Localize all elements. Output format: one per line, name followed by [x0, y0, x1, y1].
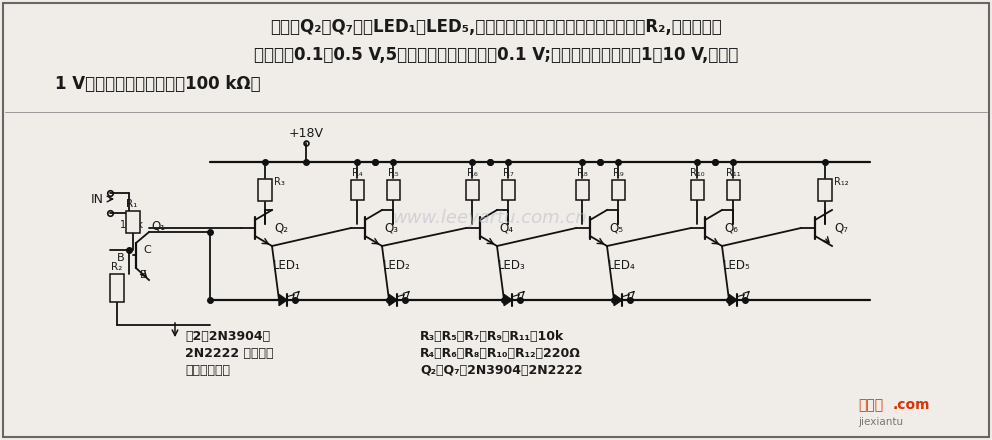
Text: E: E [140, 270, 147, 280]
Text: Q₆: Q₆ [724, 221, 738, 235]
Text: R₈: R₈ [576, 168, 587, 178]
Bar [502, 180, 515, 200]
Text: Q₂: Q₂ [274, 221, 288, 235]
Text: 小范围为0.1～0.5 V,5个发光二极管的增量为0.1 V;电压变化最大范围为1～10 V,增量为: 小范围为0.1～0.5 V,5个发光二极管的增量为0.1 V;电压变化最大范围为… [254, 46, 738, 64]
Text: R₁₁: R₁₁ [726, 168, 740, 178]
Text: LED₄: LED₄ [608, 259, 636, 272]
Text: LED₂: LED₂ [383, 259, 411, 272]
Text: jiexiantu: jiexiantu [858, 417, 903, 427]
Bar [387, 180, 400, 200]
Text: LED₁: LED₁ [273, 259, 301, 272]
Bar [465, 180, 478, 200]
Text: Q₄: Q₄ [499, 221, 513, 235]
Text: B: B [117, 253, 125, 263]
Bar [611, 180, 625, 200]
Text: 达林顿晶体管: 达林顿晶体管 [185, 364, 230, 377]
Text: LED₅: LED₅ [723, 259, 751, 272]
Text: R₃: R₃ [274, 177, 285, 187]
Bar [575, 180, 588, 200]
Text: 用2个2N3904或: 用2个2N3904或 [185, 330, 270, 343]
Text: IN: IN [90, 193, 103, 205]
Bar [126, 211, 140, 233]
Text: R₁: R₁ [126, 199, 138, 209]
Text: R₁₀: R₁₀ [689, 168, 704, 178]
Text: Q₇: Q₇ [834, 221, 848, 235]
Polygon shape [389, 294, 397, 306]
Text: Q₅: Q₅ [609, 221, 623, 235]
Text: Q₃: Q₃ [384, 221, 398, 235]
Text: 1M: 1M [110, 285, 124, 295]
Text: LED₃: LED₃ [498, 259, 526, 272]
Text: R₁₂: R₁₂ [834, 177, 848, 187]
Polygon shape [504, 294, 512, 306]
Text: 捷线圈: 捷线圈 [858, 398, 883, 412]
Bar [258, 179, 272, 201]
Bar [726, 180, 739, 200]
Bar [350, 180, 363, 200]
Text: +18V: +18V [289, 127, 323, 140]
Polygon shape [614, 294, 622, 306]
Text: R₂: R₂ [111, 262, 123, 272]
Polygon shape [729, 294, 737, 306]
Text: 1 V。电路的输入电阻大于100 kΩ。: 1 V。电路的输入电阻大于100 kΩ。 [55, 75, 261, 93]
Text: R₄: R₄ [351, 168, 362, 178]
Text: Q₂～Q₇为2N3904或2N2222: Q₂～Q₇为2N3904或2N2222 [420, 364, 582, 377]
Text: R₅: R₅ [388, 168, 399, 178]
Polygon shape [279, 294, 287, 306]
Bar [690, 180, 703, 200]
Text: R₃、R₅、R₇、R₉、R₁₁为10k: R₃、R₅、R₇、R₉、R₁₁为10k [420, 330, 564, 343]
Text: 2N2222 组成一个: 2N2222 组成一个 [185, 347, 274, 360]
Text: R₆: R₆ [466, 168, 477, 178]
Bar [110, 274, 124, 302]
Text: 100k: 100k [120, 220, 144, 230]
Text: R₇: R₇ [503, 168, 514, 178]
Text: www.leeyartu.com.cn: www.leeyartu.com.cn [393, 209, 587, 227]
Text: 晶体管Q₂～Q₇控制LED₁～LED₅,表示输入电压的上升条状显示。若调节R₂,电压变化最: 晶体管Q₂～Q₇控制LED₁～LED₅,表示输入电压的上升条状显示。若调节R₂,… [270, 18, 722, 36]
Text: Q₁: Q₁ [151, 220, 165, 232]
Text: .com: .com [893, 398, 930, 412]
Text: R₄、R₆、R₈、R₁₀、R₁₂为220Ω: R₄、R₆、R₈、R₁₀、R₁₂为220Ω [420, 347, 581, 360]
Text: C: C [143, 245, 151, 255]
Bar [818, 179, 832, 201]
Text: R₉: R₉ [613, 168, 623, 178]
